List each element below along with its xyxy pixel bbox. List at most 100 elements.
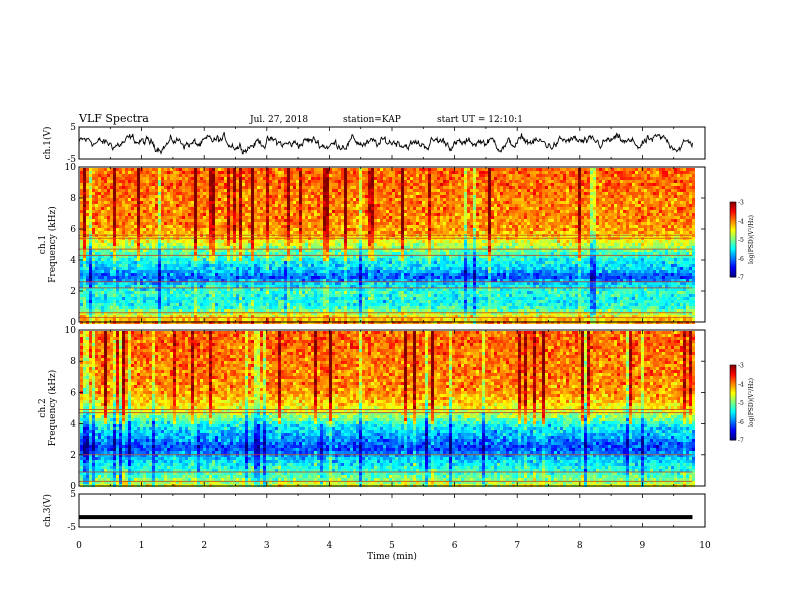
spectrogram-cell bbox=[152, 240, 155, 243]
spectrogram-cell bbox=[200, 210, 203, 213]
spectrogram-cell bbox=[314, 171, 317, 174]
spectrogram-cell bbox=[323, 183, 326, 186]
spectrogram-cell bbox=[254, 225, 257, 228]
spectrogram-cell bbox=[284, 204, 287, 207]
spectrogram-cell bbox=[128, 180, 131, 183]
spectrogram-cell bbox=[212, 318, 215, 321]
spectrogram-cell bbox=[248, 213, 251, 216]
spectrogram-cell bbox=[290, 294, 293, 297]
spectrogram-cell bbox=[173, 186, 176, 189]
spectrogram-cell bbox=[332, 246, 335, 249]
spectrogram-cell bbox=[86, 207, 89, 210]
spectrogram-cell bbox=[302, 240, 305, 243]
spectrogram-cell bbox=[293, 216, 296, 219]
spectrogram-cell bbox=[164, 246, 167, 249]
spectrogram-cell bbox=[257, 288, 260, 291]
spectrogram-cell bbox=[218, 222, 221, 225]
spectrogram-cell bbox=[224, 294, 227, 297]
spectrogram-cell bbox=[107, 246, 110, 249]
spectrogram-cell bbox=[338, 246, 341, 249]
spectrogram-cell bbox=[281, 228, 284, 231]
spectrogram-cell bbox=[98, 243, 101, 246]
spectrogram-cell bbox=[224, 291, 227, 294]
spectrogram-cell bbox=[185, 243, 188, 246]
spectrogram-cell bbox=[167, 207, 170, 210]
spectrogram-cell bbox=[221, 270, 224, 273]
spectrogram-cell bbox=[251, 198, 254, 201]
spectrogram-cell bbox=[341, 243, 344, 246]
spectrogram-cell bbox=[272, 180, 275, 183]
spectrogram-cell bbox=[173, 189, 176, 192]
spectrogram-cell bbox=[359, 180, 362, 183]
spectrogram-cell bbox=[83, 297, 86, 300]
spectrogram-cell bbox=[152, 198, 155, 201]
spectrogram-cell bbox=[245, 306, 248, 309]
spectrogram-cell bbox=[194, 195, 197, 198]
spectrogram-cell bbox=[209, 174, 212, 177]
spectrogram-cell bbox=[311, 297, 314, 300]
spectrogram-cell bbox=[239, 228, 242, 231]
spectrogram-cell bbox=[269, 177, 272, 180]
spectrogram-cell bbox=[266, 297, 269, 300]
spectrogram-cell bbox=[185, 276, 188, 279]
spectrogram-cell bbox=[128, 174, 131, 177]
spectrogram-cell bbox=[221, 276, 224, 279]
spectrogram-cell bbox=[266, 291, 269, 294]
spectrogram-cell bbox=[185, 297, 188, 300]
spectrogram-cell bbox=[146, 258, 149, 261]
spectrogram-cell bbox=[338, 264, 341, 267]
spectrogram-cell bbox=[170, 270, 173, 273]
spectrogram-cell bbox=[275, 297, 278, 300]
spectrogram-cell bbox=[278, 219, 281, 222]
spectrogram-cell bbox=[233, 180, 236, 183]
spectrogram-cell bbox=[215, 180, 218, 183]
spectrogram-cell bbox=[326, 303, 329, 306]
spectrogram-cell bbox=[83, 294, 86, 297]
spectrogram-cell bbox=[287, 240, 290, 243]
spectrogram-cell bbox=[203, 225, 206, 228]
spectrogram-cell bbox=[161, 243, 164, 246]
spectrogram-cell bbox=[290, 171, 293, 174]
spectrogram-cell bbox=[167, 231, 170, 234]
spectrogram-cell bbox=[116, 288, 119, 291]
spectrogram-cell bbox=[152, 267, 155, 270]
spectrogram-cell bbox=[110, 252, 113, 255]
spectrogram-cell bbox=[167, 291, 170, 294]
y-tick-label: 5 bbox=[70, 123, 76, 133]
spectrogram-cell bbox=[284, 294, 287, 297]
spectrogram-cell bbox=[269, 300, 272, 303]
spectrogram-cell bbox=[242, 297, 245, 300]
spectrogram-cell bbox=[275, 282, 278, 285]
spectrogram-cell bbox=[194, 198, 197, 201]
spectrogram-cell bbox=[275, 306, 278, 309]
spectrogram-cell bbox=[116, 252, 119, 255]
spectrogram-cell bbox=[119, 195, 122, 198]
spectrogram-cell bbox=[92, 222, 95, 225]
spectrogram-cell bbox=[254, 183, 257, 186]
spectrogram-cell bbox=[299, 264, 302, 267]
spectrogram-cell bbox=[311, 174, 314, 177]
spectrogram-cell bbox=[101, 228, 104, 231]
spectrogram-cell bbox=[287, 228, 290, 231]
spectrogram-cell bbox=[320, 309, 323, 312]
spectrogram-cell bbox=[326, 213, 329, 216]
spectrogram-cell bbox=[263, 186, 266, 189]
spectrogram-cell bbox=[194, 258, 197, 261]
spectrogram-cell bbox=[206, 207, 209, 210]
spectrogram-cell bbox=[242, 204, 245, 207]
spectrogram-cell bbox=[281, 174, 284, 177]
spectrogram-cell bbox=[278, 171, 281, 174]
spectrogram-cell bbox=[356, 231, 359, 234]
spectrogram-cell bbox=[101, 183, 104, 186]
spectrogram-cell bbox=[314, 303, 317, 306]
spectrogram-cell bbox=[284, 189, 287, 192]
spectrogram-cell bbox=[143, 171, 146, 174]
spectrogram-cell bbox=[323, 192, 326, 195]
spectrogram-cell bbox=[122, 252, 125, 255]
spectrogram-cell bbox=[320, 231, 323, 234]
spectrogram-cell bbox=[200, 306, 203, 309]
spectrogram-cell bbox=[110, 282, 113, 285]
spectrogram-cell bbox=[86, 228, 89, 231]
spectrogram-cell bbox=[251, 297, 254, 300]
spectrogram-cell bbox=[254, 306, 257, 309]
